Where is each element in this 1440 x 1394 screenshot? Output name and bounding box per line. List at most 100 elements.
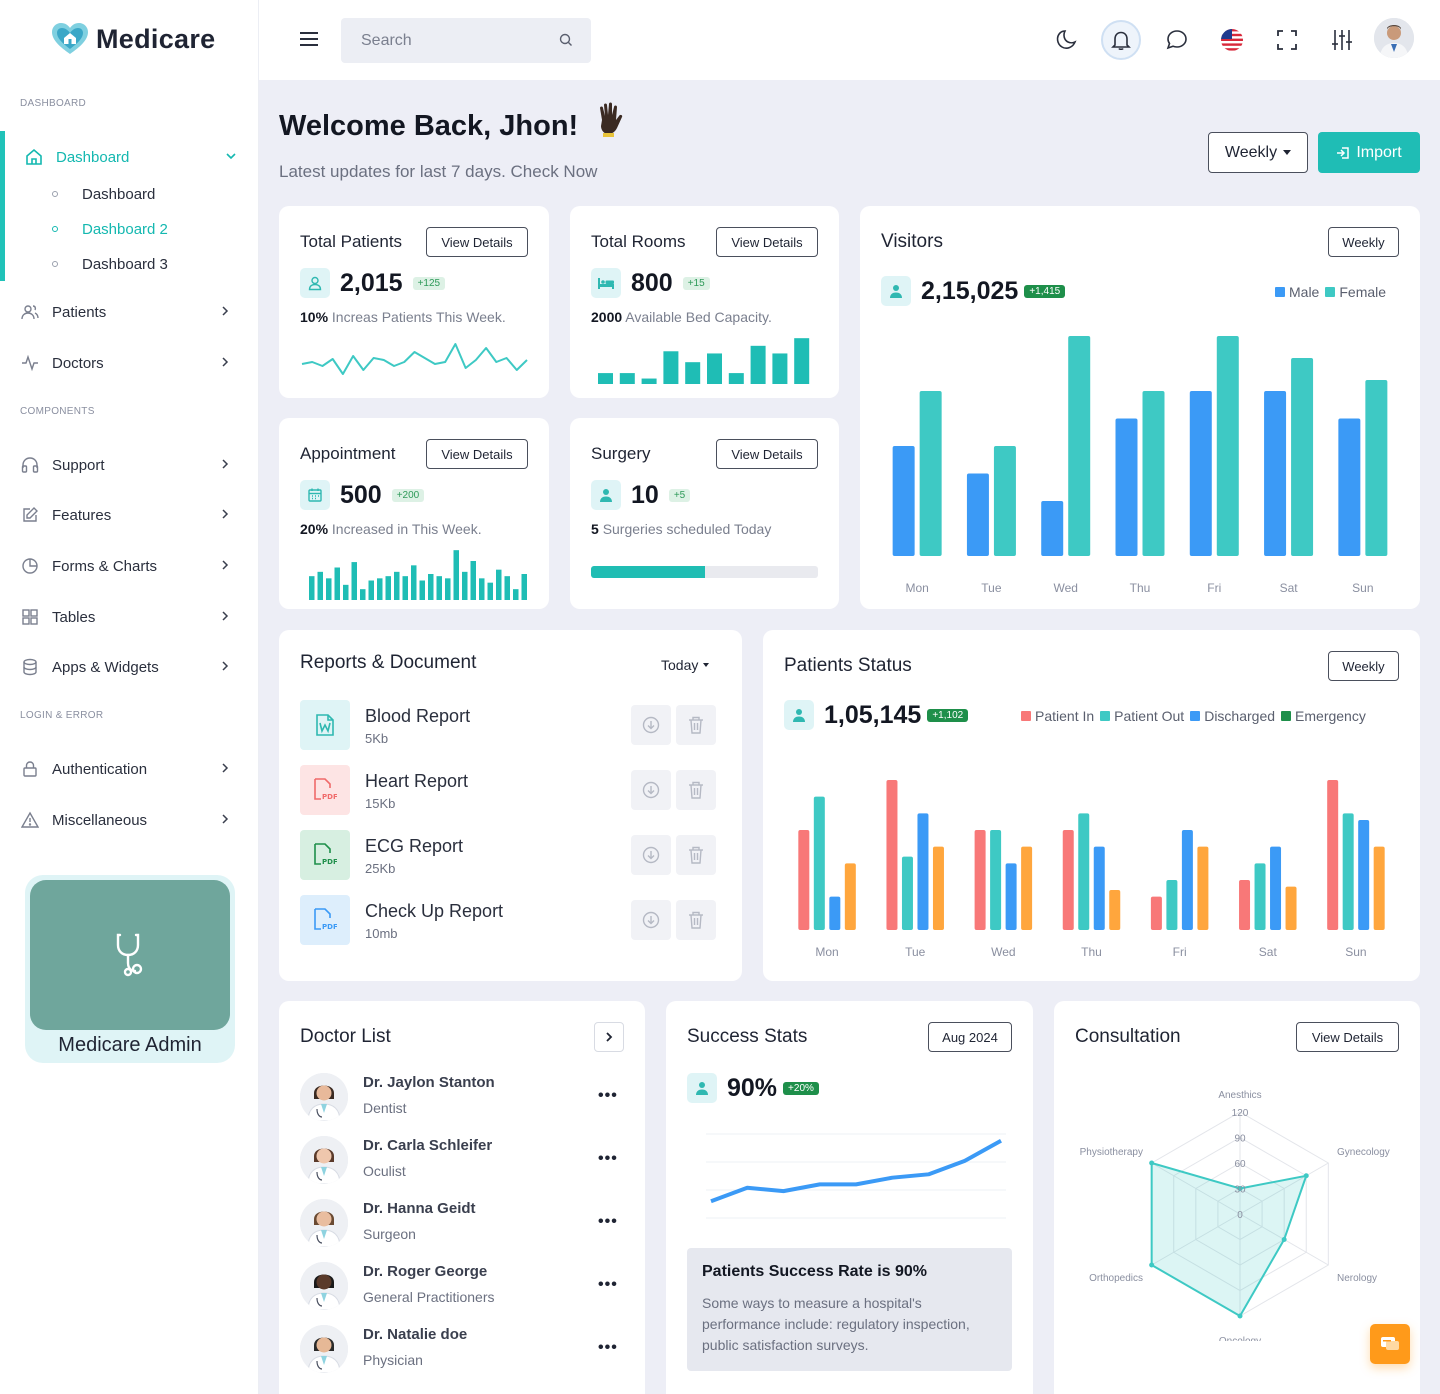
bar-emergency[interactable] [1373, 846, 1385, 930]
radar-point[interactable] [1237, 1186, 1243, 1191]
bar-female[interactable] [1068, 336, 1091, 556]
doctor-item[interactable]: Dr. Roger George General Practitioners ••• [300, 1262, 630, 1312]
bar-male[interactable] [1041, 501, 1064, 556]
sidebar-item-miscellaneous[interactable]: Miscellaneous [20, 805, 238, 835]
sidebar-item-forms-charts[interactable]: Forms & Charts [20, 551, 238, 581]
report-item[interactable]: PDF Heart Report 15Kb [300, 765, 720, 815]
sidebar-item-authentication[interactable]: Authentication [20, 754, 238, 784]
search-icon[interactable] [559, 33, 573, 47]
bar-emergency[interactable] [1285, 886, 1297, 930]
radar-point[interactable] [1303, 1173, 1309, 1179]
sidebar-item-doctors[interactable]: Doctors [20, 348, 238, 378]
download-icon[interactable] [631, 835, 671, 875]
bar-emergency[interactable] [1197, 846, 1209, 930]
chat-icon[interactable] [1162, 25, 1192, 55]
bar-male[interactable] [966, 473, 989, 557]
fullscreen-icon[interactable] [1272, 25, 1302, 55]
more-icon[interactable]: ••• [598, 1276, 618, 1293]
bar-male[interactable] [1338, 418, 1361, 557]
bar-female[interactable] [1291, 358, 1314, 556]
weekly-button[interactable]: Weekly [1328, 651, 1399, 681]
doctor-item[interactable]: Dr. Natalie doe Physician ••• [300, 1325, 630, 1375]
doctor-item[interactable]: Dr. Carla Schleifer Oculist ••• [300, 1136, 630, 1186]
bar-discharged[interactable] [1093, 846, 1105, 930]
sidebar-subitem-dashboard-2[interactable]: Dashboard 2 [52, 217, 168, 241]
chat-fab-button[interactable] [1370, 1324, 1410, 1364]
bar-patient-out[interactable] [1254, 863, 1266, 930]
radar-point[interactable] [1237, 1313, 1243, 1319]
doctor-item[interactable]: Dr. Hanna Geidt Surgeon ••• [300, 1199, 630, 1249]
bar-patient-out[interactable] [901, 856, 913, 930]
bar-patient-in[interactable] [798, 830, 810, 930]
view-details-button[interactable]: View Details [426, 439, 528, 469]
report-item[interactable]: PDF ECG Report 25Kb [300, 830, 720, 880]
bar-discharged[interactable] [829, 896, 841, 930]
bar-emergency[interactable] [844, 863, 856, 930]
bar-female[interactable] [1365, 380, 1388, 556]
sidebar-item-support[interactable]: Support [20, 450, 238, 480]
bar-male[interactable] [1115, 418, 1138, 557]
download-icon[interactable] [631, 770, 671, 810]
radar-point[interactable] [1281, 1237, 1287, 1242]
menu-icon[interactable] [299, 30, 319, 48]
bar-discharged[interactable] [1181, 830, 1193, 930]
more-icon[interactable]: ••• [598, 1339, 618, 1356]
more-icon[interactable]: ••• [598, 1213, 618, 1230]
view-details-button[interactable]: View Details [716, 227, 818, 257]
bar-male[interactable] [1264, 391, 1287, 556]
report-item[interactable]: Blood Report 5Kb [300, 700, 720, 750]
bar-patient-in[interactable] [1239, 880, 1251, 930]
weekly-button[interactable]: Weekly [1328, 227, 1399, 257]
promo-card[interactable]: Medicare Admin [25, 875, 235, 1063]
today-dropdown[interactable]: Today [661, 657, 710, 673]
bar-patient-out[interactable] [1166, 880, 1178, 930]
bar-male[interactable] [1189, 391, 1212, 556]
trash-icon[interactable] [676, 900, 716, 940]
bar-discharged[interactable] [917, 813, 929, 930]
sidebar-subitem-dashboard-1[interactable]: Dashboard [52, 182, 155, 206]
bar-discharged[interactable] [1270, 846, 1282, 930]
sidebar-item-apps-widgets[interactable]: Apps & Widgets [20, 652, 238, 682]
chevron-right-icon[interactable] [594, 1022, 624, 1052]
more-icon[interactable]: ••• [598, 1150, 618, 1167]
bar-female[interactable] [919, 391, 942, 556]
report-item[interactable]: PDF Check Up Report 10mb [300, 895, 720, 945]
radar-point[interactable] [1149, 1262, 1155, 1268]
view-details-button[interactable]: View Details [716, 439, 818, 469]
doctor-item[interactable]: Dr. Jaylon Stanton Dentist ••• [300, 1073, 630, 1123]
bar-discharged[interactable] [1358, 820, 1370, 930]
us-flag-icon[interactable] [1217, 25, 1247, 55]
bar-emergency[interactable] [932, 846, 944, 930]
bar-patient-in[interactable] [1150, 896, 1162, 930]
bar-patient-out[interactable] [1078, 813, 1090, 930]
bell-icon[interactable] [1101, 20, 1141, 60]
sidebar-item-patients[interactable]: Patients [20, 297, 238, 327]
bar-patient-in[interactable] [1062, 830, 1074, 930]
sidebar-item-features[interactable]: Features [20, 500, 238, 530]
search-input[interactable] [341, 18, 591, 63]
download-icon[interactable] [631, 900, 671, 940]
download-icon[interactable] [631, 705, 671, 745]
user-avatar[interactable] [1374, 18, 1414, 58]
trash-icon[interactable] [676, 835, 716, 875]
weekly-dropdown[interactable]: Weekly [1208, 132, 1308, 173]
bar-female[interactable] [1142, 391, 1165, 556]
sidebar-item-dashboard[interactable]: Dashboard [24, 142, 242, 172]
trash-icon[interactable] [676, 705, 716, 745]
radar-point[interactable] [1149, 1160, 1155, 1166]
more-icon[interactable]: ••• [598, 1087, 618, 1104]
import-button[interactable]: Import [1318, 132, 1420, 173]
period-button[interactable]: Aug 2024 [928, 1022, 1012, 1052]
bar-patient-out[interactable] [990, 830, 1002, 930]
sidebar-item-tables[interactable]: Tables [20, 602, 238, 632]
bar-patient-out[interactable] [1342, 813, 1354, 930]
bar-emergency[interactable] [1109, 890, 1121, 930]
sliders-icon[interactable] [1327, 25, 1357, 55]
bar-male[interactable] [892, 446, 915, 556]
view-details-button[interactable]: View Details [426, 227, 528, 257]
bar-patient-in[interactable] [974, 830, 986, 930]
bar-patient-in[interactable] [1327, 780, 1339, 930]
trash-icon[interactable] [676, 770, 716, 810]
bar-discharged[interactable] [1005, 863, 1017, 930]
brand-logo[interactable]: Medicare [50, 22, 215, 56]
